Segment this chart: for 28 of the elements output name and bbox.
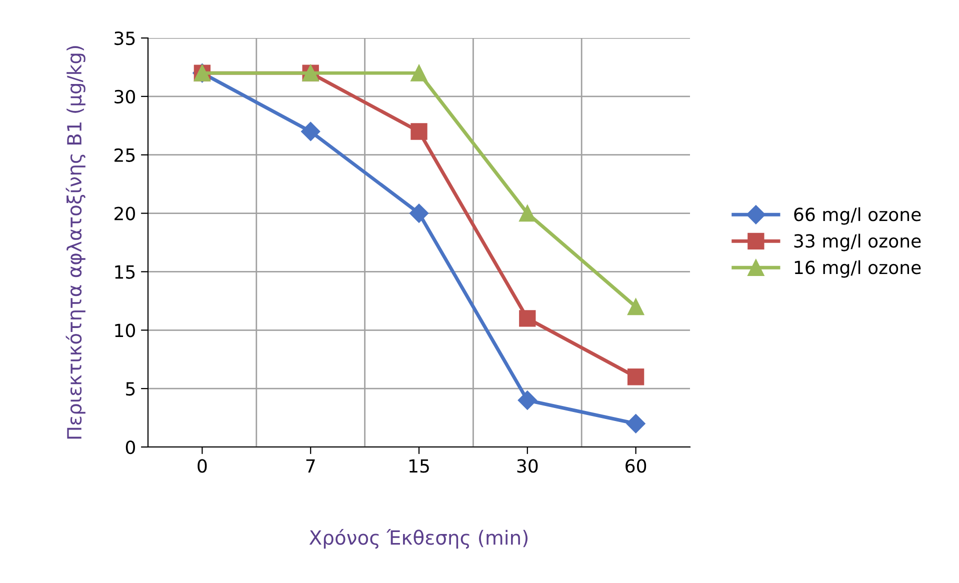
legend-label: 33 mg/l ozone — [794, 234, 921, 252]
x-tick-label: 60 — [626, 459, 646, 473]
x-axis-title: Χρόνος Έκθεσης (min) — [309, 529, 528, 549]
point — [627, 368, 644, 386]
point — [627, 298, 644, 316]
y-tick-label: 15 — [115, 265, 135, 279]
point — [626, 414, 646, 434]
x-tick-label: 7 — [306, 459, 315, 473]
y-tick-label: 0 — [126, 440, 135, 454]
legend-label: 66 mg/l ozone — [794, 207, 921, 225]
y-axis-title: Περιεκτικότητα αφλατοξίνης Β1 (μg/kg) — [66, 46, 86, 439]
point — [410, 64, 428, 82]
point — [409, 204, 429, 223]
point — [301, 122, 320, 142]
y-tick-label: 20 — [114, 206, 135, 220]
y-tick-label: 10 — [115, 324, 135, 338]
x-tick-label: 15 — [409, 459, 429, 473]
point — [410, 123, 428, 140]
y-tick-label: 5 — [126, 382, 135, 396]
y-tick-label: 30 — [114, 90, 135, 104]
x-tick-label: 30 — [517, 459, 538, 473]
x-tick-label: 0 — [198, 459, 207, 473]
y-tick-label: 35 — [114, 31, 135, 46]
y-tick-label: 25 — [114, 148, 135, 162]
point — [519, 310, 536, 327]
point — [518, 390, 537, 410]
point — [519, 204, 536, 222]
legend-label: 16 mg/l ozone — [794, 260, 921, 278]
